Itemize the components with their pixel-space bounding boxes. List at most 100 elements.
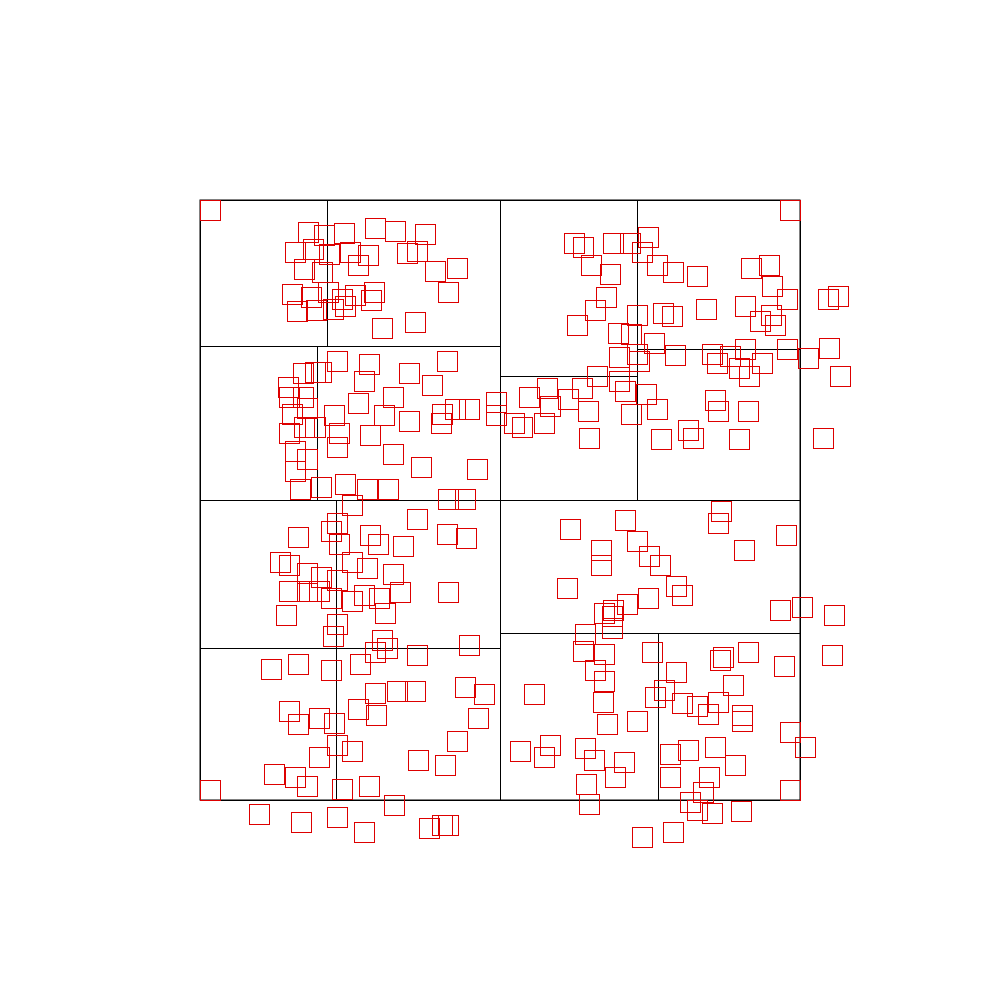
point-box [663,822,684,843]
point-box [282,404,303,425]
point-box [540,735,561,756]
point-box [698,704,719,725]
point-box [327,351,348,372]
point-box [752,353,773,374]
point-box [780,722,801,743]
point-box [342,552,363,573]
point-box [298,222,319,243]
point-box [564,233,585,254]
point-box [384,795,405,816]
point-box [329,534,350,555]
point-box [438,489,459,510]
point-box [342,495,363,516]
point-box [822,645,843,666]
point-box [365,642,386,663]
point-box [393,536,414,557]
partition-cell [200,500,501,649]
point-box [738,401,759,422]
point-box [608,323,629,344]
point-box [510,741,531,762]
point-box [672,693,693,714]
point-box [290,479,311,500]
point-box [519,387,540,408]
point-box [354,371,375,392]
point-box [312,262,333,283]
point-box [405,681,426,702]
point-box [795,737,816,758]
point-box [653,303,674,324]
point-box [455,489,476,510]
point-box [348,699,369,720]
point-box [660,744,681,765]
partition-cell [200,200,501,347]
point-box [603,600,624,621]
point-box [437,351,458,372]
point-box [585,300,606,321]
point-box [735,339,756,360]
point-box [467,459,488,480]
point-box [609,371,630,392]
point-box [474,684,495,705]
point-box [605,767,626,788]
point-box [407,645,428,666]
point-box [486,405,507,426]
point-box [723,675,744,696]
point-box [327,437,348,458]
point-box [720,346,741,367]
point-box [432,404,453,425]
point-box [383,444,404,465]
point-box [585,660,606,681]
point-box [285,767,306,788]
point-box [662,306,683,327]
point-box [419,818,440,839]
point-box [288,527,309,548]
point-box [285,242,306,263]
point-box [792,597,813,618]
point-box [620,233,641,254]
point-box [774,656,795,677]
point-box [621,324,642,345]
point-box [750,311,771,332]
point-box [285,461,306,482]
point-box [735,296,756,317]
point-box [627,711,648,732]
point-box [578,401,599,422]
point-box [710,650,731,671]
point-box [594,644,615,665]
point-box [405,312,426,333]
point-box [309,581,330,602]
point-box [276,605,297,626]
point-box [777,339,798,360]
point-box [575,624,596,645]
point-box [361,290,382,311]
point-box [540,396,561,417]
point-box [365,683,386,704]
point-box [666,576,687,597]
point-box [770,600,791,621]
point-box [680,792,701,813]
point-box [534,747,555,768]
point-box [285,441,306,462]
point-box [609,347,630,368]
point-box [629,351,650,372]
point-box [291,812,312,833]
point-box [830,366,851,387]
point-box [645,687,666,708]
point-box [407,509,428,530]
point-box [332,779,353,800]
point-box [627,344,648,365]
point-box [596,287,617,308]
point-box [279,701,300,722]
point-box [297,563,318,584]
point-box [615,510,636,531]
point-box [383,564,404,585]
point-box [293,387,314,408]
point-box [741,258,762,279]
point-box [342,591,363,612]
point-box [287,301,308,322]
point-box [261,659,282,680]
point-box [279,423,300,444]
point-box [587,366,608,387]
point-box [600,264,621,285]
point-box [335,296,356,317]
